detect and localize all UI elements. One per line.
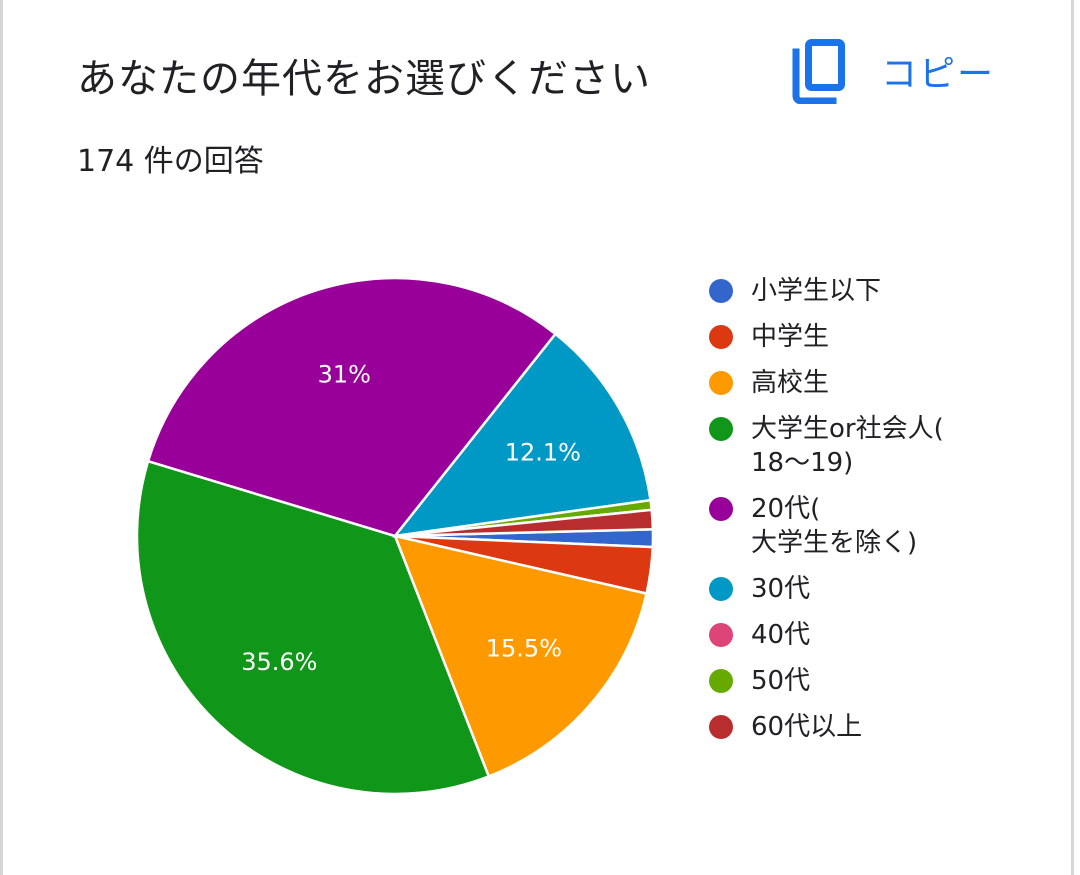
legend-item[interactable]: 60代以上	[709, 710, 1069, 744]
legend-swatch	[709, 497, 733, 521]
slice-value-label: 31%	[318, 360, 371, 388]
legend-label: 40代	[751, 620, 811, 650]
slice-value-label: 35.6%	[241, 648, 317, 676]
legend-label: 60代以上	[751, 712, 863, 742]
legend-label: 大学生or社会人(18〜19)	[751, 414, 944, 478]
legend-swatch	[709, 623, 733, 647]
copy-label: コピー	[881, 54, 996, 95]
pie-slice-3	[135, 459, 491, 796]
legend-label: 小学生以下	[751, 276, 882, 306]
legend-swatch	[709, 325, 733, 349]
pie-slice-2	[392, 534, 648, 778]
copy-icon	[792, 39, 845, 104]
question-title: あなたの年代をお選びください	[77, 56, 651, 102]
copy-button[interactable]: コピー	[789, 38, 995, 104]
legend-item[interactable]: 20代(大学生を除く)	[709, 492, 1069, 560]
legend-item[interactable]: 40代	[709, 618, 1069, 652]
legend-item[interactable]: 中学生	[709, 320, 1069, 354]
legend-label: 高校生	[751, 368, 830, 398]
legend-item[interactable]: 30代	[709, 572, 1069, 606]
legend-label: 30代	[751, 574, 811, 604]
legend-swatch	[709, 371, 733, 395]
pie-slice-5	[392, 332, 652, 538]
slice-value-label: 12.1%	[505, 438, 581, 466]
legend-swatch	[709, 417, 733, 441]
legend-label: 50代	[751, 666, 811, 696]
legend-swatch	[709, 669, 733, 693]
legend-item[interactable]: 大学生or社会人(18〜19)	[709, 412, 1069, 480]
response-count: 174 件の回答	[77, 144, 264, 179]
legend-item[interactable]: 小学生以下	[709, 274, 1069, 308]
chart-legend: 小学生以下中学生高校生大学生or社会人(18〜19) 20代(大学生を除く) 30代…	[709, 274, 1069, 756]
legend-label: 20代(大学生を除く)	[751, 494, 918, 558]
legend-item[interactable]: 高校生	[709, 366, 1069, 400]
pie-slice-4	[146, 276, 558, 538]
legend-label: 中学生	[751, 322, 830, 352]
slice-value-label: 15.5%	[486, 634, 562, 662]
legend-swatch	[709, 715, 733, 739]
legend-item[interactable]: 50代	[709, 664, 1069, 698]
legend-swatch	[709, 279, 733, 303]
pie-chart: 15.5% 35.6% 31% 12.1%	[135, 276, 655, 796]
legend-swatch	[709, 577, 733, 601]
pie-slice-8	[394, 508, 655, 538]
